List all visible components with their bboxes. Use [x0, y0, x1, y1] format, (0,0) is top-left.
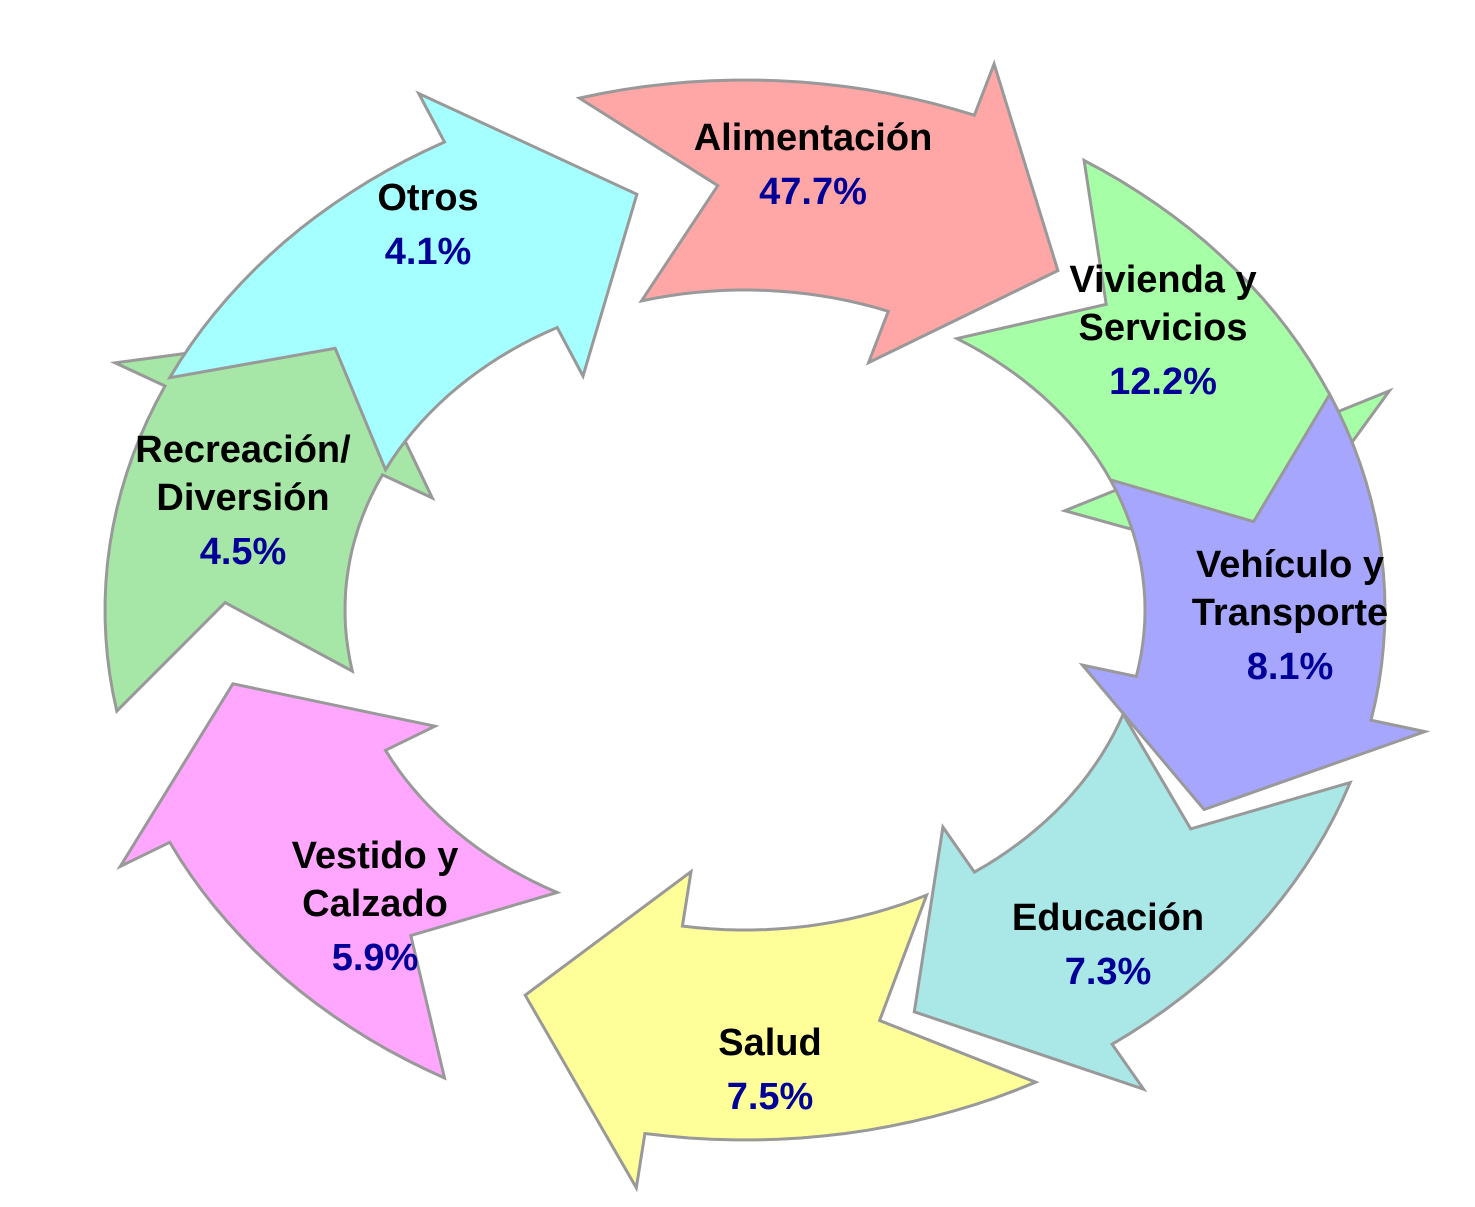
segment-label: Calzado	[302, 883, 448, 925]
segment-percent: 12.2%	[1109, 361, 1217, 403]
segment-label: Diversión	[156, 477, 329, 519]
segment-percent: 7.5%	[727, 1076, 814, 1118]
segment-label: Salud	[718, 1022, 821, 1064]
cycle-arrow	[120, 684, 557, 1078]
segment-label: Recreación/	[135, 429, 351, 471]
segment-label: Vestido y	[292, 835, 459, 877]
segment-label: Servicios	[1079, 307, 1248, 349]
segment-percent: 7.3%	[1065, 951, 1152, 993]
cycle-arrow	[579, 64, 1058, 363]
segment-percent: 8.1%	[1247, 646, 1334, 688]
segment-label: Educación	[1012, 897, 1204, 939]
segment-percent: 4.5%	[200, 531, 287, 573]
segment-label: Alimentación	[694, 117, 933, 159]
segment-label: Vehículo y	[1196, 544, 1384, 586]
segment-percent: 5.9%	[332, 937, 419, 979]
segment-label: Vivienda y	[1069, 259, 1256, 301]
cycle-diagram: Alimentación 47.7% Vivienda y Servicios 12.2…	[0, 0, 1475, 1207]
page: {"segments": [ {"label": ["Alimentación"…	[0, 0, 1475, 1207]
segment-label: Transporte	[1192, 592, 1388, 634]
segment-percent: 47.7%	[759, 171, 867, 213]
segment-label: Otros	[377, 177, 478, 219]
segment-percent: 4.1%	[385, 231, 472, 273]
